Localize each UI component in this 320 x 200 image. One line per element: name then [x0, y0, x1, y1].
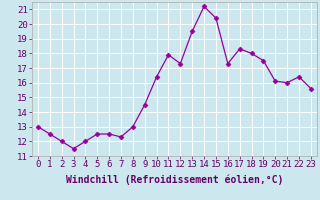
X-axis label: Windchill (Refroidissement éolien,°C): Windchill (Refroidissement éolien,°C)	[66, 175, 283, 185]
